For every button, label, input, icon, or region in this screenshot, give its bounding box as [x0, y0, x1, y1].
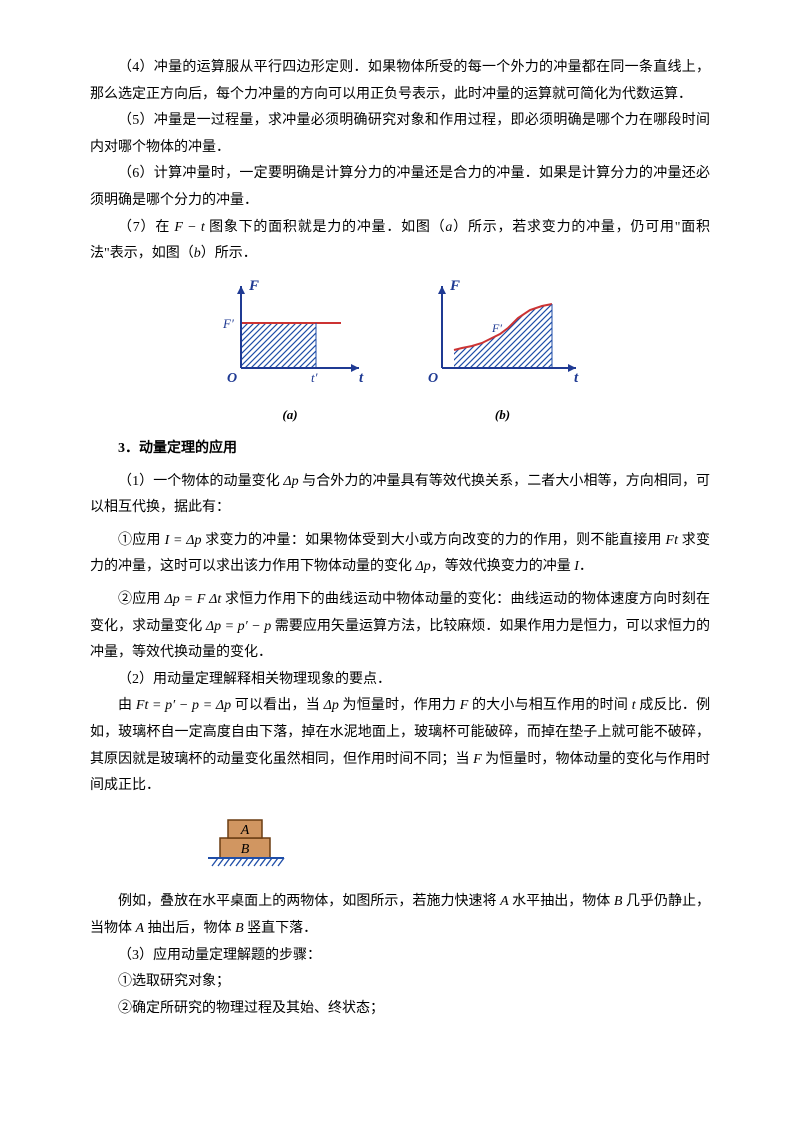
- section-3-title: 3．动量定理的应用: [90, 436, 710, 463]
- math-dp-pp: Δp = p′ − p: [206, 619, 271, 634]
- svg-text:B: B: [241, 842, 250, 857]
- math-Ft2: Ft: [666, 533, 678, 548]
- math-Ft: F − t: [174, 220, 204, 235]
- svg-text:t: t: [574, 370, 579, 386]
- figure-a: F F′ O t′ t (a): [213, 276, 368, 428]
- page: （4）冲量的运算服从平行四边形定则．如果物体所受的每一个外力的冲量都在同一条直线…: [0, 0, 800, 1132]
- math-Ieqdp: I = Δp: [165, 533, 202, 548]
- para-7: （7）在 F − t 图象下的面积就是力的冲量．如图（a）所示，若求变力的冲量，…: [90, 215, 710, 268]
- svg-text:F′: F′: [222, 316, 234, 331]
- svg-text:A: A: [240, 823, 250, 838]
- example-blocks: 例如，叠放在水平桌面上的两物体，如图所示，若施力快速将 A 水平抽出，物体 B …: [90, 889, 710, 942]
- math-Ft-eq: Ft = p′ − p = Δp: [136, 698, 231, 713]
- figure-row: F F′ O t′ t (a): [90, 276, 710, 428]
- math-dp: Δp: [283, 474, 298, 489]
- figure-blocks: B A: [90, 808, 710, 884]
- svg-text:t: t: [359, 370, 364, 386]
- svg-text:F: F: [449, 278, 460, 294]
- figure-a-caption: (a): [213, 403, 368, 428]
- sec3-2: （2）用动量定理解释相关物理现象的要点．: [90, 667, 710, 694]
- svg-text:O: O: [428, 371, 438, 386]
- svg-text:F: F: [248, 278, 259, 294]
- figure-b: F F′ O t (b): [418, 276, 588, 428]
- sec3-2-body: 由 Ft = p′ − p = Δp 可以看出，当 Δp 为恒量时，作用力 F …: [90, 693, 710, 799]
- figure-b-caption: (b): [418, 403, 588, 428]
- sec3-1: （1）一个物体的动量变化 Δp 与合外力的冲量具有等效代换关系，二者大小相等，方…: [90, 469, 710, 522]
- sec3-3: （3）应用动量定理解题的步骤：: [90, 943, 710, 970]
- svg-text:t′: t′: [311, 370, 318, 385]
- svg-text:F′: F′: [491, 321, 502, 335]
- sec3-3-2: ②确定所研究的物理过程及其始、终状态；: [90, 996, 710, 1023]
- para-4: （4）冲量的运算服从平行四边形定则．如果物体所受的每一个外力的冲量都在同一条直线…: [90, 55, 710, 108]
- math-dp-Fdt: Δp = F Δt: [165, 592, 222, 607]
- para-5: （5）冲量是一过程量，求冲量必须明确研究对象和作用过程，即必须明确是哪个力在哪段…: [90, 108, 710, 161]
- para-6: （6）计算冲量时，一定要明确是计算分力的冲量还是合力的冲量．如果是计算分力的冲量…: [90, 161, 710, 214]
- sec3-1-2: ②应用 Δp = F Δt 求恒力作用下的曲线运动中物体动量的变化：曲线运动的物…: [90, 587, 710, 667]
- sec3-1-1: ①应用 I = Δp 求变力的冲量：如果物体受到大小或方向改变的力的作用，则不能…: [90, 528, 710, 581]
- math-F: F: [460, 698, 469, 713]
- sec3-3-1: ①选取研究对象；: [90, 969, 710, 996]
- svg-text:O: O: [227, 371, 237, 386]
